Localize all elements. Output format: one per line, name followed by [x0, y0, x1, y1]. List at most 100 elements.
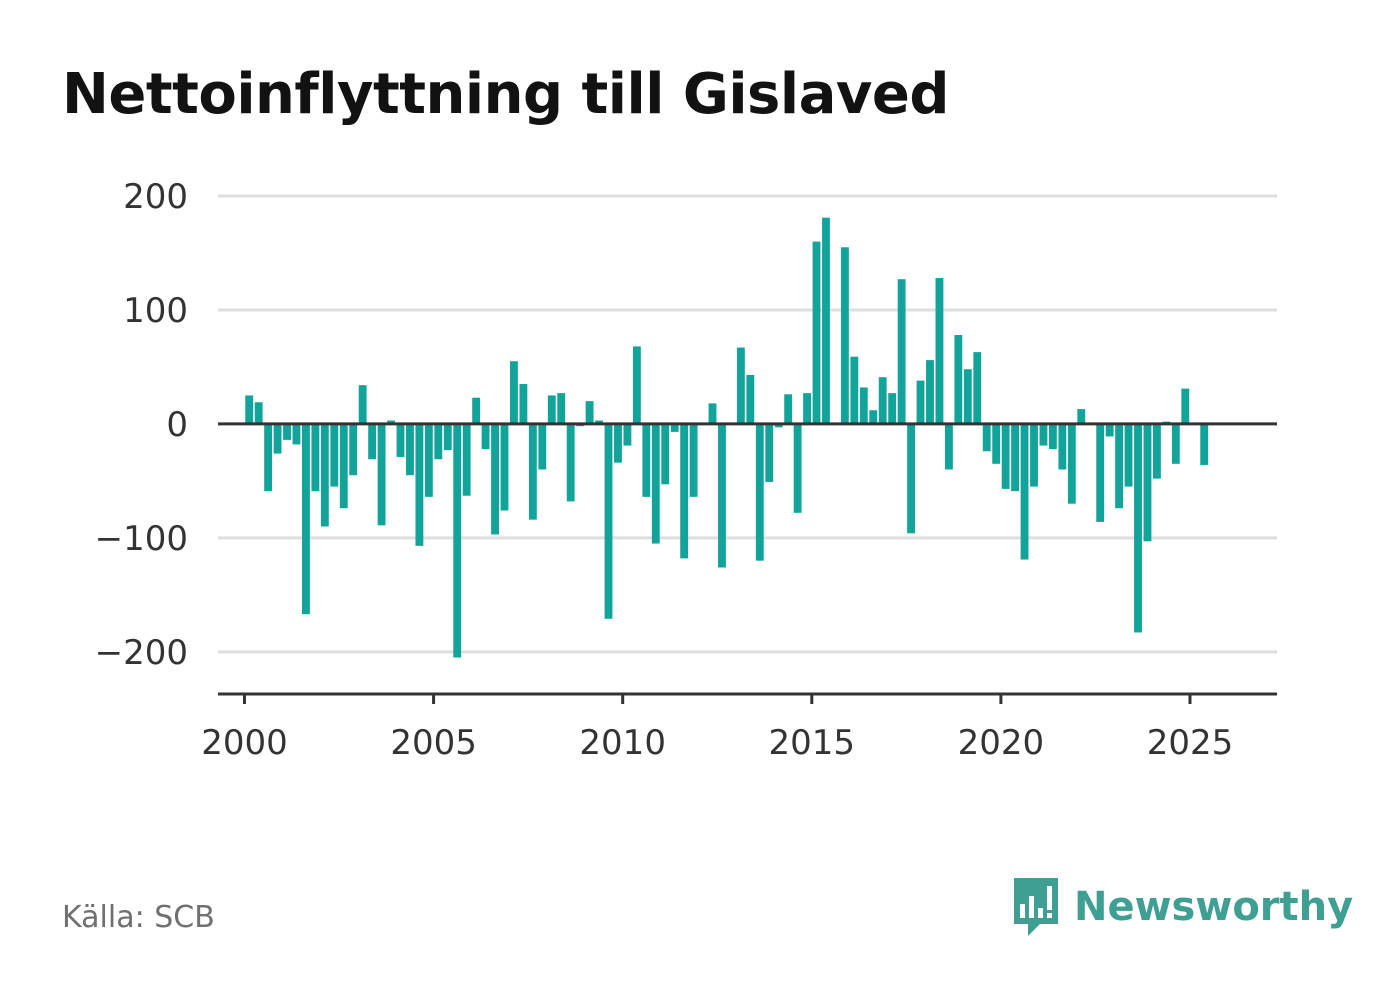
- bar: [680, 423, 689, 559]
- axes: [218, 422, 1277, 704]
- bar: [803, 393, 811, 424]
- y-tick-labels: 200 100 0 −100 −200: [95, 177, 188, 673]
- x-tick-label: 2020: [958, 723, 1045, 763]
- bar: [1152, 423, 1161, 479]
- bar: [273, 423, 282, 454]
- bar: [1134, 423, 1142, 633]
- bar: [1143, 423, 1152, 542]
- bar: [377, 423, 386, 526]
- bar: [245, 395, 254, 424]
- chart-title: Nettoinflyttning till Gislaved: [62, 62, 949, 127]
- bar: [907, 423, 916, 534]
- bar: [339, 423, 348, 509]
- bar: [472, 397, 481, 424]
- x-tick-label: 2025: [1147, 723, 1234, 763]
- bar: [1058, 423, 1067, 470]
- bar: [528, 423, 537, 520]
- brand-name: Newsworthy: [1074, 884, 1354, 930]
- bar: [566, 423, 575, 502]
- bar: [963, 369, 972, 424]
- bar: [510, 361, 518, 424]
- bar: [765, 423, 774, 483]
- bar: [254, 402, 263, 424]
- source-note: Källa: SCB: [62, 900, 215, 935]
- y-tick-label: 100: [123, 291, 188, 331]
- bar: [311, 423, 320, 492]
- bar: [292, 423, 301, 445]
- x-tick-label: 2005: [390, 723, 477, 763]
- bar: [897, 279, 906, 424]
- bar: [869, 410, 878, 424]
- bar: [708, 403, 717, 424]
- bar: [538, 423, 547, 470]
- bar: [1181, 388, 1190, 424]
- bar: [822, 217, 830, 424]
- bar: [1048, 423, 1057, 449]
- bars: [245, 217, 1209, 658]
- bar: [1115, 423, 1124, 509]
- brand-logo: Newsworthy: [1010, 874, 1353, 940]
- bar: [812, 241, 821, 424]
- bar: [689, 423, 698, 497]
- y-tick-label: −100: [95, 519, 188, 559]
- bar: [1200, 423, 1209, 465]
- bar: [1171, 423, 1180, 464]
- bar: [793, 423, 802, 513]
- bar: [784, 394, 793, 424]
- bar: [840, 247, 849, 424]
- bar: [595, 420, 603, 424]
- bar: [614, 423, 622, 463]
- bar: [670, 423, 679, 432]
- bar: [736, 347, 745, 424]
- bar: [916, 380, 925, 424]
- bar: [406, 423, 414, 476]
- bar: [302, 423, 310, 615]
- bar: [935, 278, 944, 424]
- bar: [443, 423, 452, 451]
- y-grid: [218, 194, 1277, 654]
- x-tick-labels: 2000 2005 2010 2015 2020 2025: [201, 723, 1233, 763]
- bar: [1077, 409, 1086, 424]
- bar: [320, 423, 329, 527]
- x-tick-label: 2000: [201, 723, 288, 763]
- bar: [396, 423, 405, 457]
- y-tick-label: −200: [95, 633, 188, 673]
- bar: [755, 423, 764, 561]
- bar: [982, 423, 991, 452]
- bar: [878, 377, 887, 424]
- bar: [330, 423, 339, 487]
- y-tick-label: 200: [123, 177, 188, 217]
- bar: [642, 423, 651, 497]
- bar: [651, 423, 660, 544]
- bar: [415, 423, 424, 546]
- bar: [661, 423, 670, 485]
- x-tick-label: 2015: [769, 723, 856, 763]
- bar: [349, 423, 358, 476]
- bar: [992, 423, 1001, 464]
- bar: [1030, 423, 1038, 487]
- bar: [481, 423, 490, 449]
- bar: [859, 387, 868, 424]
- x-tick-label: 2010: [579, 723, 666, 763]
- bar: [585, 401, 594, 424]
- bar: [604, 423, 613, 619]
- bar: [453, 423, 462, 658]
- bar: [718, 423, 726, 568]
- bar: [424, 423, 433, 497]
- bar: [283, 423, 291, 440]
- bar: [500, 423, 509, 511]
- bar: [954, 335, 963, 424]
- bar: [491, 423, 499, 535]
- bar: [1039, 423, 1048, 446]
- bar: [850, 356, 859, 424]
- bar: [387, 420, 395, 424]
- bar: [547, 395, 556, 424]
- bar: [358, 385, 367, 424]
- bar: [1001, 423, 1010, 489]
- bar: [264, 423, 273, 492]
- bar: [973, 352, 982, 424]
- bar: [1105, 423, 1114, 437]
- bar: [1124, 423, 1133, 487]
- bar: [1067, 423, 1076, 504]
